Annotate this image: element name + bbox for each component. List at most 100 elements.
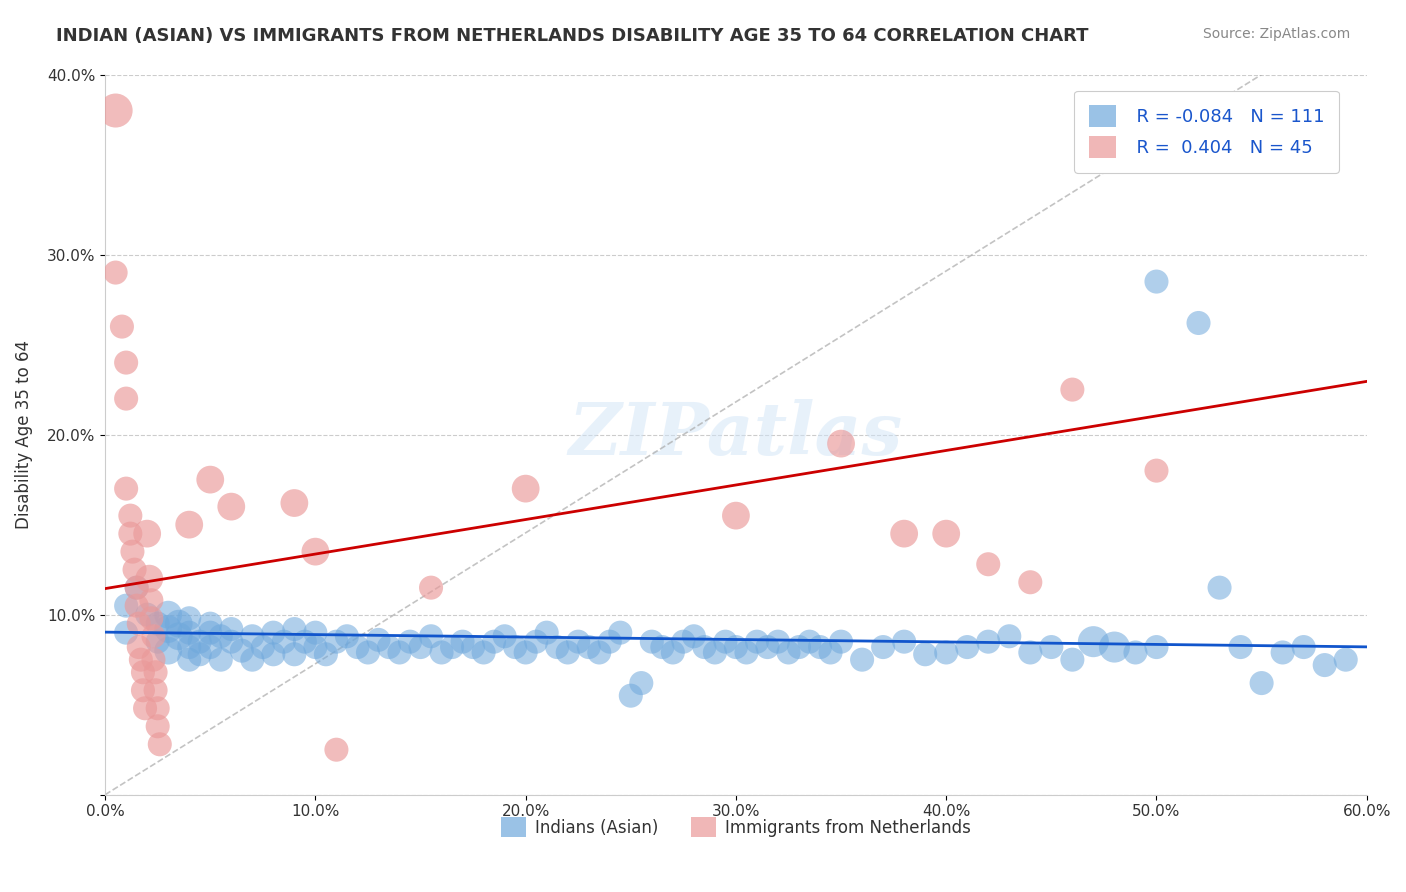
- Point: [125, 581, 148, 595]
- Point: [136, 526, 159, 541]
- Point: [336, 629, 359, 643]
- Point: [714, 634, 737, 648]
- Point: [693, 640, 716, 654]
- Point: [146, 616, 169, 631]
- Point: [145, 683, 167, 698]
- Point: [998, 629, 1021, 643]
- Point: [315, 647, 337, 661]
- Point: [1019, 645, 1042, 659]
- Point: [820, 645, 842, 659]
- Point: [157, 643, 180, 657]
- Point: [357, 645, 380, 659]
- Point: [1334, 653, 1357, 667]
- Point: [188, 634, 211, 648]
- Point: [735, 645, 758, 659]
- Point: [167, 629, 190, 643]
- Point: [515, 482, 537, 496]
- Point: [756, 640, 779, 654]
- Point: [115, 392, 138, 406]
- Point: [273, 634, 295, 648]
- Point: [378, 640, 401, 654]
- Text: Source: ZipAtlas.com: Source: ZipAtlas.com: [1202, 27, 1350, 41]
- Point: [1250, 676, 1272, 690]
- Point: [609, 625, 631, 640]
- Point: [482, 634, 505, 648]
- Point: [977, 634, 1000, 648]
- Point: [893, 526, 915, 541]
- Point: [441, 640, 464, 654]
- Text: ZIPatlas: ZIPatlas: [569, 399, 903, 470]
- Point: [141, 611, 163, 625]
- Point: [1083, 634, 1105, 648]
- Point: [914, 647, 936, 661]
- Point: [132, 665, 155, 680]
- Point: [283, 496, 305, 510]
- Point: [104, 103, 127, 118]
- Point: [1271, 645, 1294, 659]
- Point: [830, 634, 852, 648]
- Point: [115, 355, 138, 369]
- Point: [129, 653, 152, 667]
- Point: [120, 508, 142, 523]
- Point: [703, 645, 725, 659]
- Point: [1062, 653, 1084, 667]
- Point: [240, 653, 263, 667]
- Point: [515, 645, 537, 659]
- Point: [167, 616, 190, 631]
- Point: [120, 526, 142, 541]
- Point: [388, 645, 411, 659]
- Point: [346, 640, 368, 654]
- Point: [808, 640, 831, 654]
- Point: [399, 634, 422, 648]
- Point: [420, 629, 443, 643]
- Point: [557, 645, 579, 659]
- Point: [219, 622, 242, 636]
- Point: [1229, 640, 1251, 654]
- Point: [630, 676, 652, 690]
- Point: [830, 436, 852, 450]
- Point: [252, 640, 274, 654]
- Point: [503, 640, 526, 654]
- Point: [157, 607, 180, 622]
- Point: [231, 643, 253, 657]
- Point: [641, 634, 664, 648]
- Point: [283, 647, 305, 661]
- Legend: Indians (Asian), Immigrants from Netherlands: Indians (Asian), Immigrants from Netherl…: [495, 810, 977, 844]
- Point: [179, 517, 201, 532]
- Point: [1125, 645, 1147, 659]
- Point: [683, 629, 706, 643]
- Point: [325, 634, 347, 648]
- Point: [420, 581, 443, 595]
- Point: [778, 645, 800, 659]
- Point: [461, 640, 484, 654]
- Point: [1146, 464, 1168, 478]
- Point: [546, 640, 568, 654]
- Point: [325, 742, 347, 756]
- Point: [262, 625, 284, 640]
- Point: [200, 640, 222, 654]
- Point: [430, 645, 453, 659]
- Point: [200, 625, 222, 640]
- Point: [262, 647, 284, 661]
- Point: [494, 629, 516, 643]
- Point: [935, 526, 957, 541]
- Point: [294, 634, 316, 648]
- Point: [115, 599, 138, 613]
- Point: [578, 640, 600, 654]
- Point: [977, 558, 1000, 572]
- Point: [524, 634, 547, 648]
- Point: [179, 625, 201, 640]
- Point: [209, 653, 232, 667]
- Point: [142, 629, 165, 643]
- Point: [132, 683, 155, 698]
- Point: [1146, 275, 1168, 289]
- Point: [134, 701, 156, 715]
- Point: [146, 634, 169, 648]
- Point: [872, 640, 894, 654]
- Point: [304, 640, 326, 654]
- Point: [745, 634, 768, 648]
- Point: [209, 629, 232, 643]
- Point: [145, 665, 167, 680]
- Point: [1292, 640, 1315, 654]
- Point: [179, 653, 201, 667]
